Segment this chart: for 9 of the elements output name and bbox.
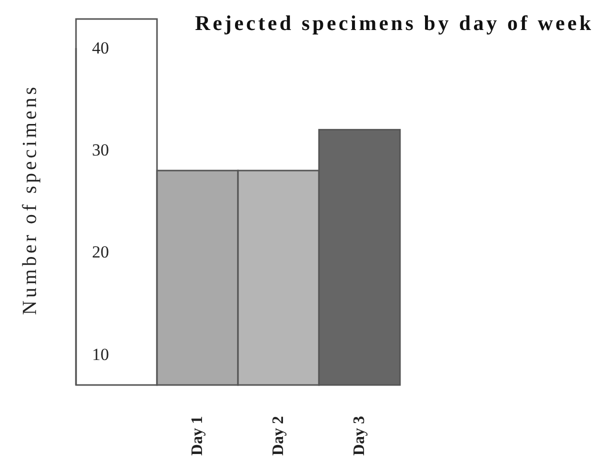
x-tick-label: Day 3 [351, 416, 368, 456]
y-axis-title: Number of specimens [19, 86, 41, 315]
y-tick-label: 10 [92, 344, 109, 364]
x-tick-label: Day 2 [270, 416, 287, 456]
y-tick-label: 20 [92, 242, 109, 262]
y-tick-label: 40 [92, 38, 109, 58]
x-tick-label: Day 1 [189, 416, 206, 456]
y-tick-label: 30 [92, 140, 109, 160]
chart-title: Rejected specimens by day of week [195, 11, 592, 35]
